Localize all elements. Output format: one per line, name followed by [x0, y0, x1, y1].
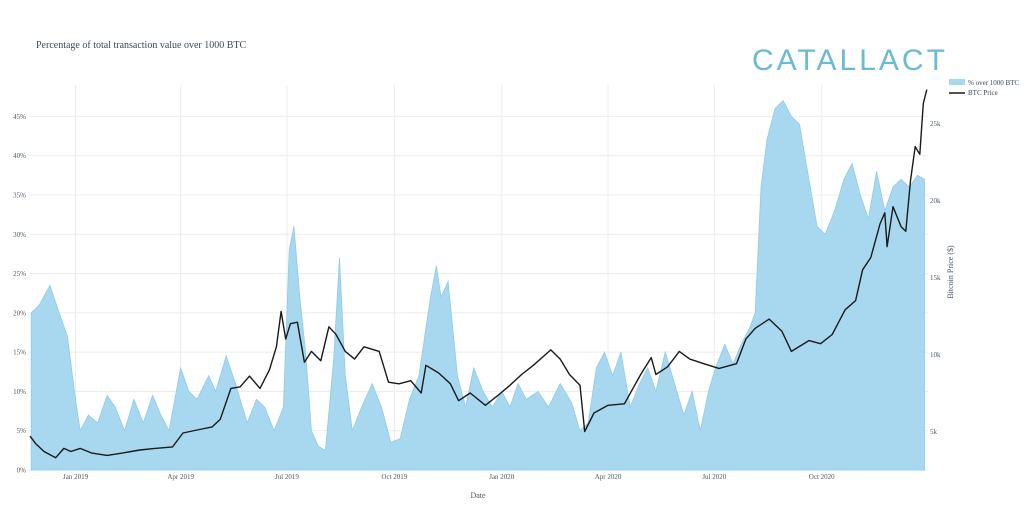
y-tick-label: 30% [13, 231, 26, 239]
y-tick-label: 20% [13, 309, 26, 317]
series-line-btc-price [29, 89, 928, 459]
x-tick-label: Jul 2019 [275, 473, 299, 481]
y-tick-label: 0% [17, 467, 27, 475]
x-axis: Jan 2019 Apr 2019 Jul 2019 Oct 2019 Jan 2020… [63, 473, 835, 481]
x-tick-label: Jan 2020 [489, 473, 515, 481]
y2-tick-label: 10k [930, 351, 941, 359]
legend-label-line: BTC Price [968, 89, 998, 97]
series-area-pct-over-1000 [30, 100, 925, 471]
x-tick-label: Oct 2020 [809, 473, 835, 481]
line-layer [29, 89, 928, 459]
catallact-logo: CATALLACT [752, 44, 948, 77]
x-tick-label: Jul 2020 [702, 473, 726, 481]
x-axis-title: Date [470, 491, 486, 500]
y-tick-label: 10% [13, 388, 26, 396]
y-tick-label: 15% [13, 349, 26, 357]
y2-tick-label: 25k [930, 120, 941, 128]
y-tick-label: 5% [17, 427, 27, 435]
x-tick-label: Oct 2019 [381, 473, 407, 481]
legend-label-area: % over 1000 BTC [968, 79, 1019, 87]
y2-tick-label: 20k [930, 197, 941, 205]
y-tick-label: 25% [13, 270, 26, 278]
y-tick-label: 45% [13, 113, 26, 121]
x-tick-label: Jan 2019 [63, 473, 89, 481]
legend: % over 1000 BTC BTC Price [949, 79, 1019, 97]
y2-axis-title: Bitcoin Price ($) [946, 245, 955, 299]
y2-tick-label: 15k [930, 274, 941, 282]
y-tick-label: 35% [13, 192, 26, 200]
chart-title: Percentage of total transaction value ov… [36, 40, 247, 51]
x-tick-label: Apr 2019 [167, 473, 194, 481]
y-tick-label: 40% [13, 152, 26, 160]
y-axis-right: 5k 10k 15k 20k 25k [930, 120, 941, 436]
legend-swatch-area [949, 79, 965, 85]
y-axis-left: 0% 5% 10% 15% 20% 25% 30% 35% 40% 45% [13, 113, 26, 475]
y2-tick-label: 5k [930, 428, 938, 436]
area-layer [30, 100, 925, 471]
x-tick-label: Apr 2020 [595, 473, 622, 481]
